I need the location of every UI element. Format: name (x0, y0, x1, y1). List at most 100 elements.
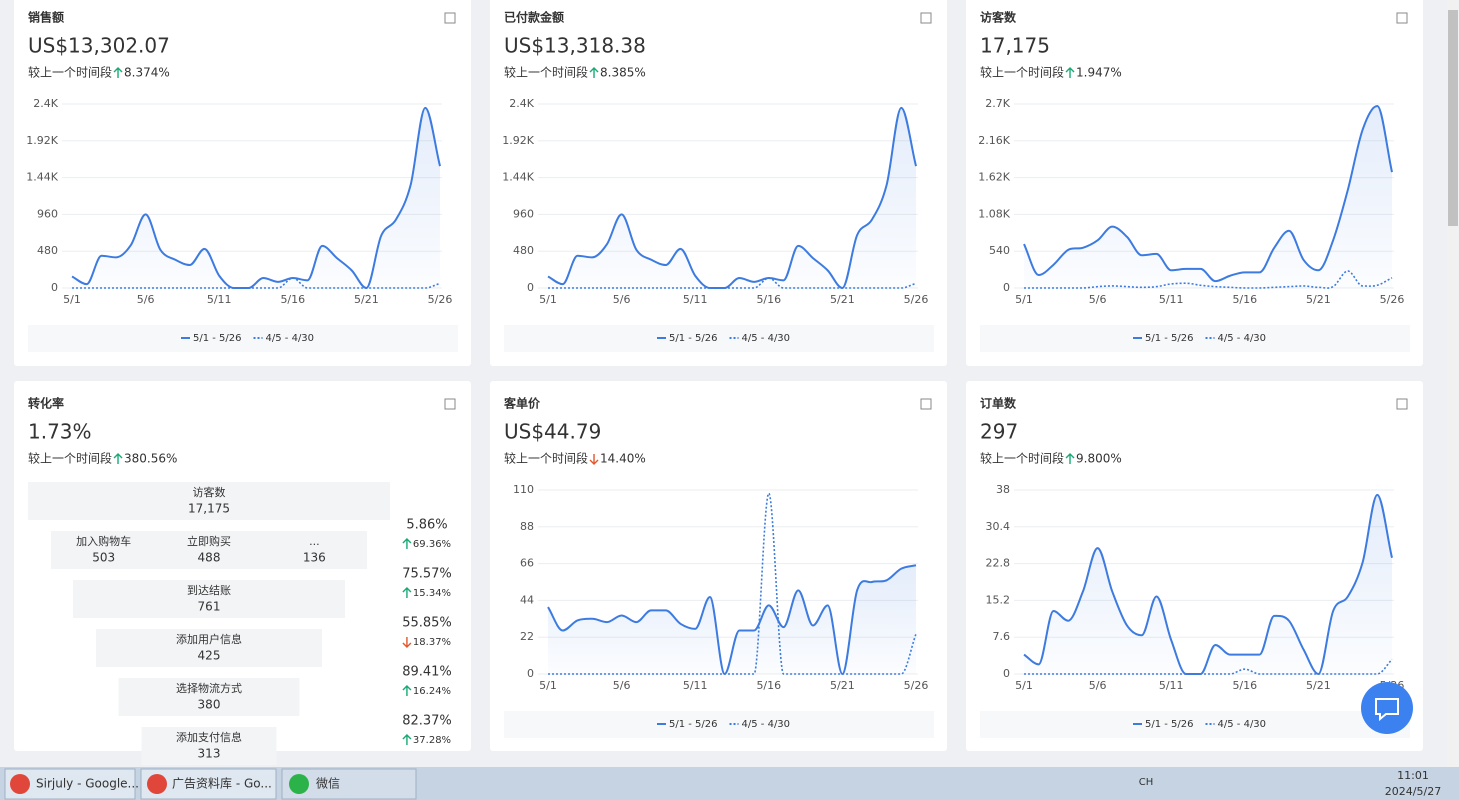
line (547, 564, 917, 676)
x-tick-label: 5/11 (683, 293, 708, 306)
y-tick-label: 540 (989, 244, 1010, 257)
arrow-up (1065, 67, 1075, 78)
change: 380.56% (124, 452, 177, 466)
x-tick-label: 5/11 (1159, 293, 1184, 306)
funnel-stage (73, 580, 345, 618)
line (71, 106, 441, 290)
legend-label[interactable]: 4/5 - 4/30 (266, 333, 315, 344)
compare-label: 较上一个时间段 (980, 451, 1064, 466)
y-tick-label: 38 (996, 483, 1010, 496)
legend-label[interactable]: 5/1 - 5/26 (1145, 333, 1194, 344)
line (1023, 105, 1393, 283)
card-title: 订单数 (980, 396, 1017, 411)
arrow-up (402, 734, 412, 745)
chrome-icon (147, 774, 167, 794)
x-tick-label: 5/26 (904, 293, 929, 306)
arrow-up (402, 587, 412, 598)
card-value: 1.73% (28, 420, 92, 444)
funnel-label: 立即购买 (187, 534, 231, 548)
funnel-value: 503 (92, 551, 115, 565)
x-tick-label: 5/21 (354, 293, 379, 306)
y-tick-label: 960 (513, 207, 534, 220)
funnel-stage (96, 629, 322, 667)
funnel-value: 425 (198, 649, 221, 663)
x-tick-label: 5/6 (613, 679, 631, 692)
y-tick-label: 66 (520, 557, 534, 570)
card-value: 297 (980, 420, 1018, 444)
funnel-rate: 82.37% (402, 714, 452, 729)
y-tick-label: 0 (527, 281, 534, 294)
x-tick-label: 5/21 (830, 679, 855, 692)
legend-label[interactable]: 5/1 - 5/26 (193, 333, 242, 344)
arrow-up (1065, 453, 1075, 464)
funnel-value: 136 (303, 551, 326, 565)
change: 8.374% (124, 66, 170, 80)
chat-button[interactable] (1361, 682, 1413, 734)
area (548, 565, 916, 674)
card-icon[interactable] (1396, 12, 1408, 24)
legend-label[interactable]: 4/5 - 4/30 (1218, 333, 1267, 344)
card-value: US$13,302.07 (28, 34, 170, 58)
x-tick-label: 5/1 (1015, 293, 1033, 306)
task-label: Sirjuly - Google... (36, 777, 139, 791)
line (1024, 270, 1393, 289)
x-tick-label: 5/21 (1306, 293, 1331, 306)
clock-date: 2024/5/27 (1385, 785, 1441, 798)
change: 14.40% (600, 452, 646, 466)
legend-label[interactable]: 4/5 - 4/30 (1218, 719, 1267, 730)
y-tick-label: 1.62K (978, 171, 1010, 184)
card-title: 销售额 (28, 10, 64, 25)
funnel-change: 37.28% (413, 735, 451, 746)
legend-label[interactable]: 5/1 - 5/26 (669, 719, 718, 730)
legend-label[interactable]: 5/1 - 5/26 (669, 333, 718, 344)
x-tick-label: 5/26 (428, 293, 453, 306)
legend-box (28, 325, 458, 352)
scrollbar-thumb[interactable] (1448, 10, 1458, 226)
funnel-label: 访客数 (193, 485, 226, 499)
y-tick-label: 30.4 (986, 520, 1011, 533)
x-tick-label: 5/6 (1089, 679, 1107, 692)
card-value: US$13,318.38 (504, 34, 646, 58)
x-tick-label: 5/6 (137, 293, 155, 306)
x-tick-label: 5/26 (904, 679, 929, 692)
y-tick-label: 2.4K (509, 97, 534, 110)
card-icon[interactable] (444, 398, 456, 410)
funnel-value: 17,175 (188, 502, 230, 516)
funnel-change: 69.36% (413, 539, 451, 550)
x-tick-label: 5/16 (280, 293, 305, 306)
area (72, 107, 440, 288)
y-tick-label: 0 (527, 667, 534, 680)
task-label: 微信 (316, 777, 340, 791)
legend-label[interactable]: 4/5 - 4/30 (742, 719, 791, 730)
y-tick-label: 1.08K (978, 207, 1010, 220)
funnel-label: 选择物流方式 (176, 681, 242, 695)
card-icon[interactable] (1396, 398, 1408, 410)
chrome-icon (10, 774, 30, 794)
compare-label: 较上一个时间段 (28, 65, 112, 80)
funnel-change: 15.34% (413, 588, 451, 599)
arrow-up (402, 538, 412, 549)
x-tick-label: 5/6 (1089, 293, 1107, 306)
line (1023, 658, 1393, 675)
legend-label[interactable]: 5/1 - 5/26 (1145, 719, 1194, 730)
funnel-stage (141, 727, 277, 765)
x-tick-label: 5/16 (756, 679, 781, 692)
card-icon[interactable] (920, 12, 932, 24)
funnel-label: ... (309, 535, 320, 548)
funnel-stage (28, 482, 390, 520)
funnel-rate: 75.57% (402, 567, 452, 582)
card-icon[interactable] (444, 12, 456, 24)
y-tick-label: 7.6 (993, 630, 1011, 643)
card-value: US$44.79 (504, 420, 601, 444)
legend-label[interactable]: 4/5 - 4/30 (742, 333, 791, 344)
y-tick-label: 88 (520, 520, 534, 533)
y-tick-label: 0 (1003, 281, 1010, 294)
y-tick-label: 0 (51, 281, 58, 294)
y-tick-label: 960 (37, 207, 58, 220)
funnel-value: 313 (198, 747, 221, 761)
x-tick-label: 5/11 (683, 679, 708, 692)
arrow-up (113, 453, 123, 464)
legend-box (980, 325, 1410, 352)
card-icon[interactable] (920, 398, 932, 410)
